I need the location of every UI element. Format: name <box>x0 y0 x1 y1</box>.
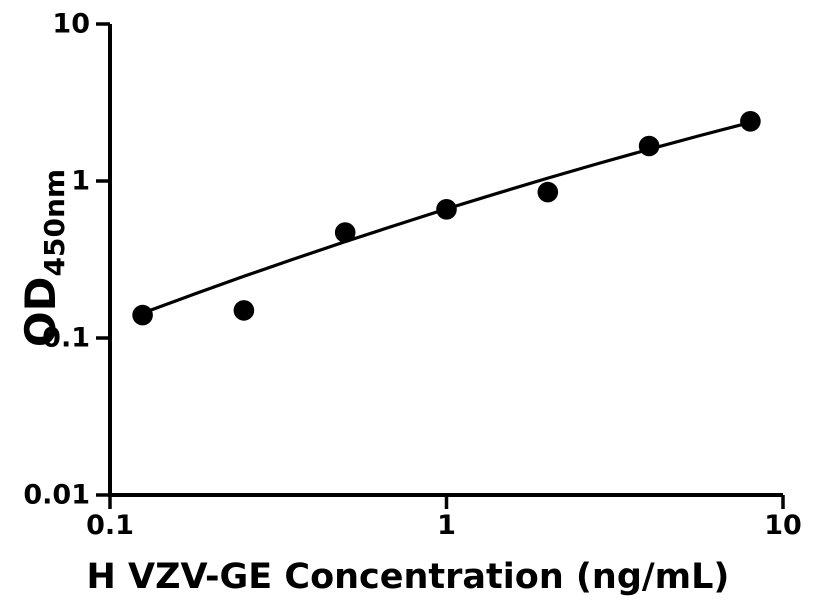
y-tick-label: 0.1 <box>42 323 90 354</box>
data-point <box>334 222 356 243</box>
y-tick-label: 10 <box>52 9 90 40</box>
data-point <box>638 135 660 157</box>
data-point <box>740 111 761 132</box>
y-tick-label: 1 <box>71 166 90 197</box>
y-axis-title: OD450nm <box>16 169 71 347</box>
x-tick-label: 1 <box>437 510 456 541</box>
y-axis-title-subscript: 450nm <box>38 168 71 277</box>
y-axis-title-main: OD <box>16 276 65 348</box>
x-tick-label: 10 <box>764 510 802 541</box>
axis-spines <box>108 24 783 497</box>
x-tick-label: 0.1 <box>86 510 134 541</box>
data-point <box>233 300 255 321</box>
x-axis-title: H VZV-GE Concentration (ng/mL) <box>86 557 730 597</box>
data-point <box>436 199 457 220</box>
data-point <box>537 181 559 203</box>
y-tick-label: 0.01 <box>23 480 90 511</box>
data-point <box>132 304 153 326</box>
